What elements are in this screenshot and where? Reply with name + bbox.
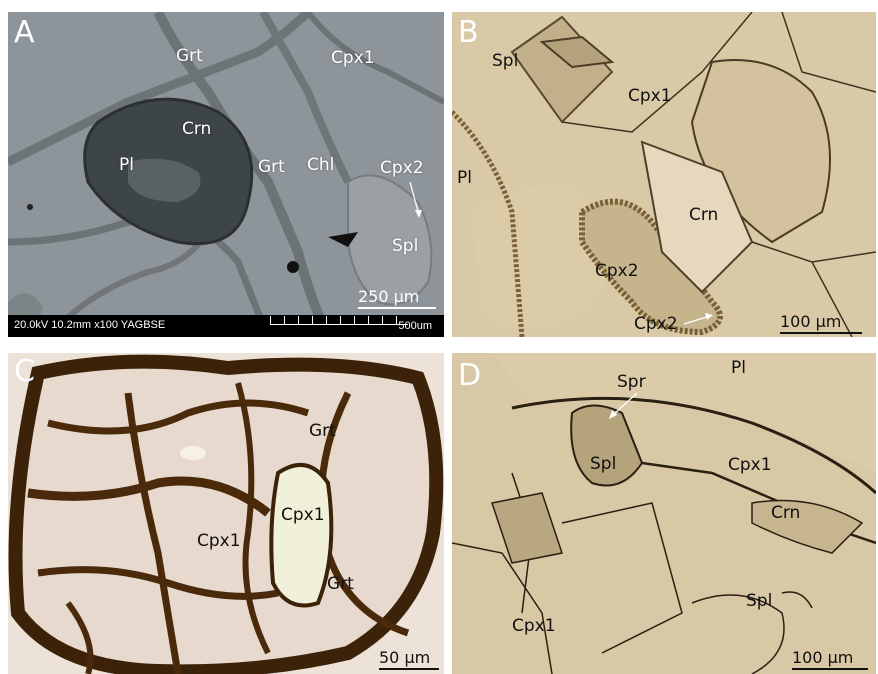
label-spl: Spl <box>492 51 519 71</box>
panel-a-sem-image: A Grt Cpx1 Crn Pl Grt Chl Cpx2 Spl 250 µ… <box>8 12 444 337</box>
scale-bar-d: 100 µm <box>792 650 868 670</box>
sem-ruler <box>270 316 408 325</box>
label-crn: Crn <box>182 119 212 139</box>
label-pl: Pl <box>119 155 134 175</box>
panel-a-micrograph <box>8 12 444 337</box>
label-pl: Pl <box>457 168 472 188</box>
panel-c-letter: C <box>14 354 35 389</box>
label-cpx1: Cpx1 <box>512 616 556 636</box>
panel-d-micrograph <box>452 353 876 674</box>
label-cpx1: Cpx1 <box>281 505 325 525</box>
label-grt: Grt <box>327 574 354 594</box>
scale-label: 100 µm <box>780 312 842 331</box>
scale-bar-b: 100 µm <box>780 314 862 334</box>
sem-scale-text: 500um <box>398 320 432 332</box>
label-crn: Crn <box>771 503 801 523</box>
label-cpx1: Cpx1 <box>728 455 772 475</box>
panel-b-micrograph <box>452 12 876 337</box>
scale-label: 100 µm <box>792 648 854 667</box>
label-spl: Spl <box>590 454 617 474</box>
label-spl: Spl <box>746 591 773 611</box>
scale-bar-a: 250 µm <box>358 289 436 309</box>
label-chl: Chl <box>307 155 335 175</box>
panel-c-micrograph-image: C Grt Cpx1 Cpx1 Grt 50 µm <box>8 353 444 674</box>
label-grt: Grt <box>309 421 336 441</box>
scale-label: 50 µm <box>379 648 431 667</box>
label-cpx2: Cpx2 <box>595 261 639 281</box>
label-spr: Spr <box>617 372 646 392</box>
panel-b-letter: B <box>458 15 479 50</box>
label-crn: Crn <box>689 205 719 225</box>
sem-info-bar: 20.0kV 10.2mm x100 YAGBSE 500um <box>8 315 444 337</box>
panel-c-micrograph <box>8 353 444 674</box>
label-cpx1: Cpx1 <box>331 48 375 68</box>
label-grt: Grt <box>176 46 203 66</box>
label-cpx2-bottom: Cpx2 <box>634 314 678 334</box>
panel-d-letter: D <box>458 358 482 393</box>
label-grt: Grt <box>258 157 285 177</box>
scale-label: 250 µm <box>358 287 420 306</box>
label-pl: Pl <box>731 358 746 378</box>
panel-d-micrograph-image: D Spr Pl Spl Cpx1 Crn Spl Cpx1 100 µm <box>452 353 876 674</box>
panel-a-letter: A <box>14 15 35 50</box>
label-cpx1: Cpx1 <box>197 531 241 551</box>
sem-info-text: 20.0kV 10.2mm x100 YAGBSE <box>14 319 166 331</box>
label-cpx2: Cpx2 <box>380 158 424 178</box>
panel-b-micrograph-image: B Spl Cpx1 Pl Crn Cpx2 Cpx2 100 µm <box>452 12 876 337</box>
scale-bar-c: 50 µm <box>379 650 439 670</box>
label-spl: Spl <box>392 236 419 256</box>
label-cpx1: Cpx1 <box>628 86 672 106</box>
